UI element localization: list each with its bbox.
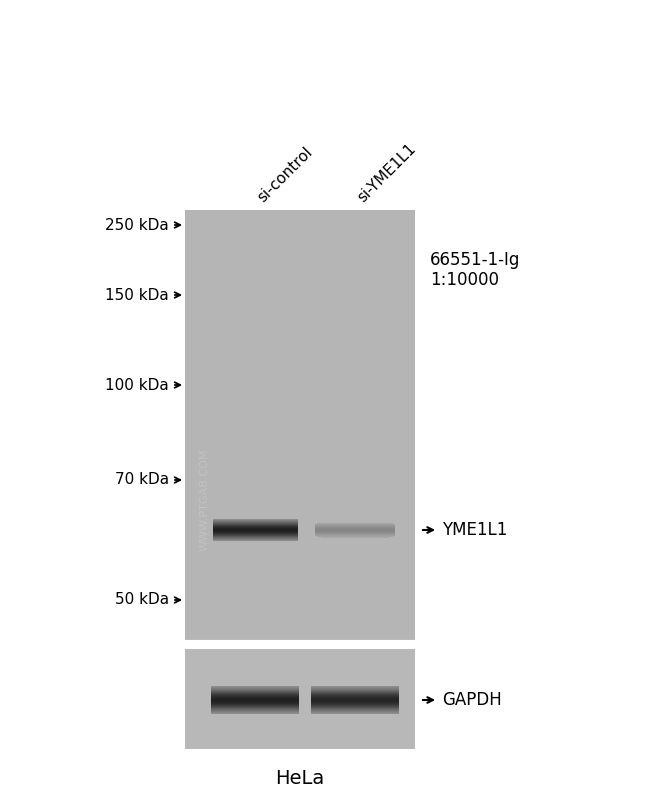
Text: si-YME1L1: si-YME1L1 [355, 141, 419, 205]
Text: 100 kDa: 100 kDa [105, 377, 169, 393]
Text: YME1L1: YME1L1 [442, 521, 508, 539]
Text: 250 kDa: 250 kDa [105, 218, 169, 232]
Text: WWW.PTGAB.COM: WWW.PTGAB.COM [200, 449, 210, 551]
Text: 66551-1-Ig
1:10000: 66551-1-Ig 1:10000 [430, 251, 521, 289]
Text: HeLa: HeLa [276, 768, 324, 787]
Text: 70 kDa: 70 kDa [115, 472, 169, 488]
Text: 50 kDa: 50 kDa [115, 592, 169, 608]
Text: GAPDH: GAPDH [442, 691, 502, 709]
Text: si-control: si-control [255, 144, 316, 205]
Bar [185, 648, 415, 750]
Text: 150 kDa: 150 kDa [105, 288, 169, 302]
Bar [185, 210, 415, 640]
